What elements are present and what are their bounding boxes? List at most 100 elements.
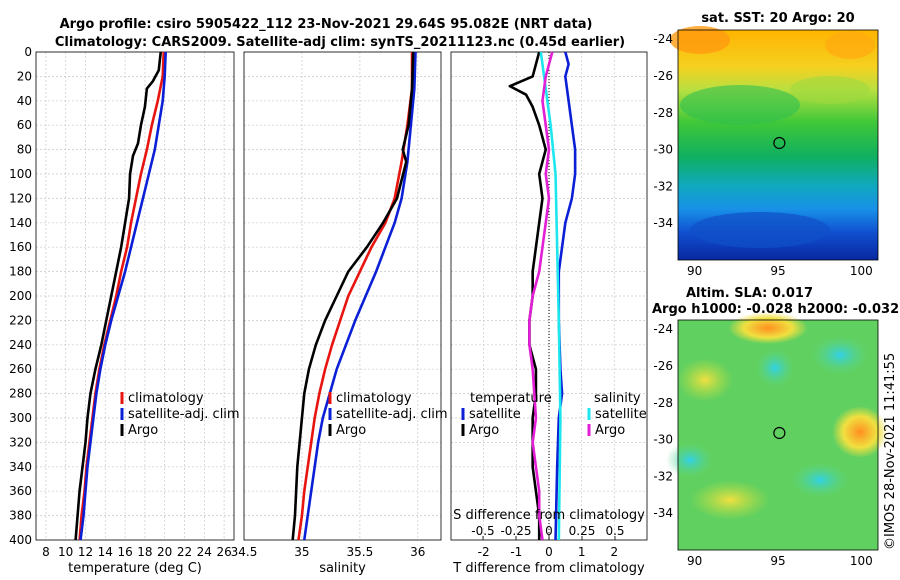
plot-frame xyxy=(35,51,235,541)
map-x-tick-label: 95 xyxy=(770,264,785,278)
map-y-tick-label: -26 xyxy=(653,359,673,373)
map-x-tick-label: 100 xyxy=(850,554,873,568)
difference-profile-panel: -2 -1 0 1 2 T difference from climatology temp… xyxy=(450,51,648,576)
sst-map-panel: sat. SST: 20 Argo: 20 90 95 100 -24 -26 -28 -3… xyxy=(653,11,879,278)
y-tick-label: 0 xyxy=(24,45,32,59)
y-tick-label: 220 xyxy=(9,313,32,327)
y-tick-label: 380 xyxy=(9,509,32,523)
x-axis-label: T difference from climatology xyxy=(452,561,645,576)
x-tick-label: 10 xyxy=(58,545,73,559)
map-x-tick-label: 90 xyxy=(687,264,702,278)
figure-title-line1: Argo profile: csiro 5905422_112 23-Nov-2… xyxy=(60,17,593,32)
map-x-tick-label: 100 xyxy=(850,264,873,278)
x-tick-label: 22 xyxy=(177,545,192,559)
sla-map-frame xyxy=(677,319,879,551)
sst-map-title: sat. SST: 20 Argo: 20 xyxy=(701,11,854,26)
sst-warm-patch xyxy=(825,31,875,59)
y-tick-label: 20 xyxy=(17,69,32,83)
x-tick-label: 14 xyxy=(98,545,113,559)
sla-cool-patch xyxy=(755,348,795,388)
legend-label: Argo xyxy=(128,423,158,438)
map-y-tick-label: -30 xyxy=(653,433,673,447)
x-tick-label: 26 xyxy=(216,545,231,559)
argo-location-marker xyxy=(773,136,786,150)
x-tick-label: -1 xyxy=(510,545,522,559)
y-tick-label: 360 xyxy=(9,484,32,498)
x-tick-label: 12 xyxy=(78,545,93,559)
sla-map-title-line2: Argo h1000: -0.028 h2000: -0.032 xyxy=(652,302,899,317)
y-tick-label: 120 xyxy=(9,191,32,205)
map-x-tick-label: 90 xyxy=(687,554,702,568)
y-tick-label: 260 xyxy=(9,362,32,376)
x-tick-label: 35.5 xyxy=(347,545,374,559)
sst-green-patch xyxy=(790,76,870,104)
map-y-tick-label: -34 xyxy=(653,506,673,520)
map-y-tick-label: -34 xyxy=(653,216,673,230)
salinity-profile-panel: 34.5 35 35.5 36 salinity climatologysatellite… xyxy=(231,51,448,576)
sla-warm-patch xyxy=(728,312,808,344)
sst-warm-patch xyxy=(670,26,730,54)
s-diff-tick-label: 0.5 xyxy=(605,524,624,538)
y-tick-label: 400 xyxy=(9,533,32,547)
sst-map-axes: 90 95 100 -24 -26 -28 -30 -32 -34 xyxy=(653,32,872,278)
x-tick-label: 35 xyxy=(294,545,309,559)
argo-location-marker xyxy=(773,426,786,440)
x-tick-label: 0 xyxy=(545,545,553,559)
x-tick-label: 36 xyxy=(410,545,425,559)
legend-label: satellite xyxy=(595,407,647,422)
s-diff-tick-label: 0 xyxy=(545,524,553,538)
series-line xyxy=(297,52,414,541)
sla-cool-patch xyxy=(790,462,850,498)
map-x-tick-label: 95 xyxy=(770,554,785,568)
sla-cool-patch xyxy=(666,442,714,478)
series-line xyxy=(528,51,554,541)
sst-green-patch xyxy=(680,85,800,125)
x-tick-label: 34.5 xyxy=(231,545,258,559)
sla-map-panel: Altim. SLA: 0.017 Argo h1000: -0.028 h20… xyxy=(652,286,899,568)
y-tick-label: 200 xyxy=(9,289,32,303)
map-y-tick-label: -24 xyxy=(653,32,673,46)
y-tick-label: 140 xyxy=(9,216,32,230)
sla-warm-patch xyxy=(677,358,733,402)
map-y-tick-label: -24 xyxy=(653,322,673,336)
y-tick-label: 180 xyxy=(9,265,32,279)
y-tick-label: 340 xyxy=(9,460,32,474)
x-axis-label: salinity xyxy=(319,561,366,576)
legend-label: satellite-adj. clim xyxy=(336,407,448,422)
copyright-stamp: ©IMOS 28-Nov-2021 11:41:55 xyxy=(883,353,898,550)
legend-label: Argo xyxy=(469,423,499,438)
y-tick-label: 60 xyxy=(17,118,32,132)
series-line xyxy=(79,51,167,541)
y-tick-label: 40 xyxy=(17,94,32,108)
sst-blue-patch xyxy=(690,212,830,248)
temperature-profile-panel: 8 10 12 14 16 18 20 22 24 26020406080100120140160… xyxy=(9,45,240,576)
y-tick-label: 280 xyxy=(9,387,32,401)
map-y-tick-label: -26 xyxy=(653,69,673,83)
plot-frame xyxy=(243,51,442,541)
legend-label: satellite-adj. clim xyxy=(128,407,240,422)
x-axis-label: temperature (deg C) xyxy=(68,561,202,576)
y-tick-label: 100 xyxy=(9,167,32,181)
legend-title-temperature: temperature xyxy=(470,391,552,406)
s-diff-tick-label: -0.5 xyxy=(471,524,494,538)
y-tick-label: 300 xyxy=(9,411,32,425)
x-tick-label: 1 xyxy=(578,545,586,559)
x-tick-label: 16 xyxy=(117,545,132,559)
x-tick-label: 20 xyxy=(157,545,172,559)
series-line xyxy=(291,51,415,541)
s-diff-tick-label: 0.25 xyxy=(569,524,596,538)
legend-label: satellite xyxy=(469,407,521,422)
map-y-tick-label: -32 xyxy=(653,179,673,193)
map-y-tick-label: -32 xyxy=(653,469,673,483)
sla-map-title-line1: Altim. SLA: 0.017 xyxy=(686,286,813,301)
y-tick-label: 240 xyxy=(9,338,32,352)
s-diff-tick-label: -0.25 xyxy=(500,524,531,538)
y-tick-label: 160 xyxy=(9,240,32,254)
x-tick-label: 8 xyxy=(42,545,50,559)
map-y-tick-label: -30 xyxy=(653,143,673,157)
legend-label: Argo xyxy=(336,423,366,438)
sst-map-frame xyxy=(677,29,879,261)
legend-label: climatology xyxy=(336,391,412,406)
map-y-tick-label: -28 xyxy=(653,106,673,120)
